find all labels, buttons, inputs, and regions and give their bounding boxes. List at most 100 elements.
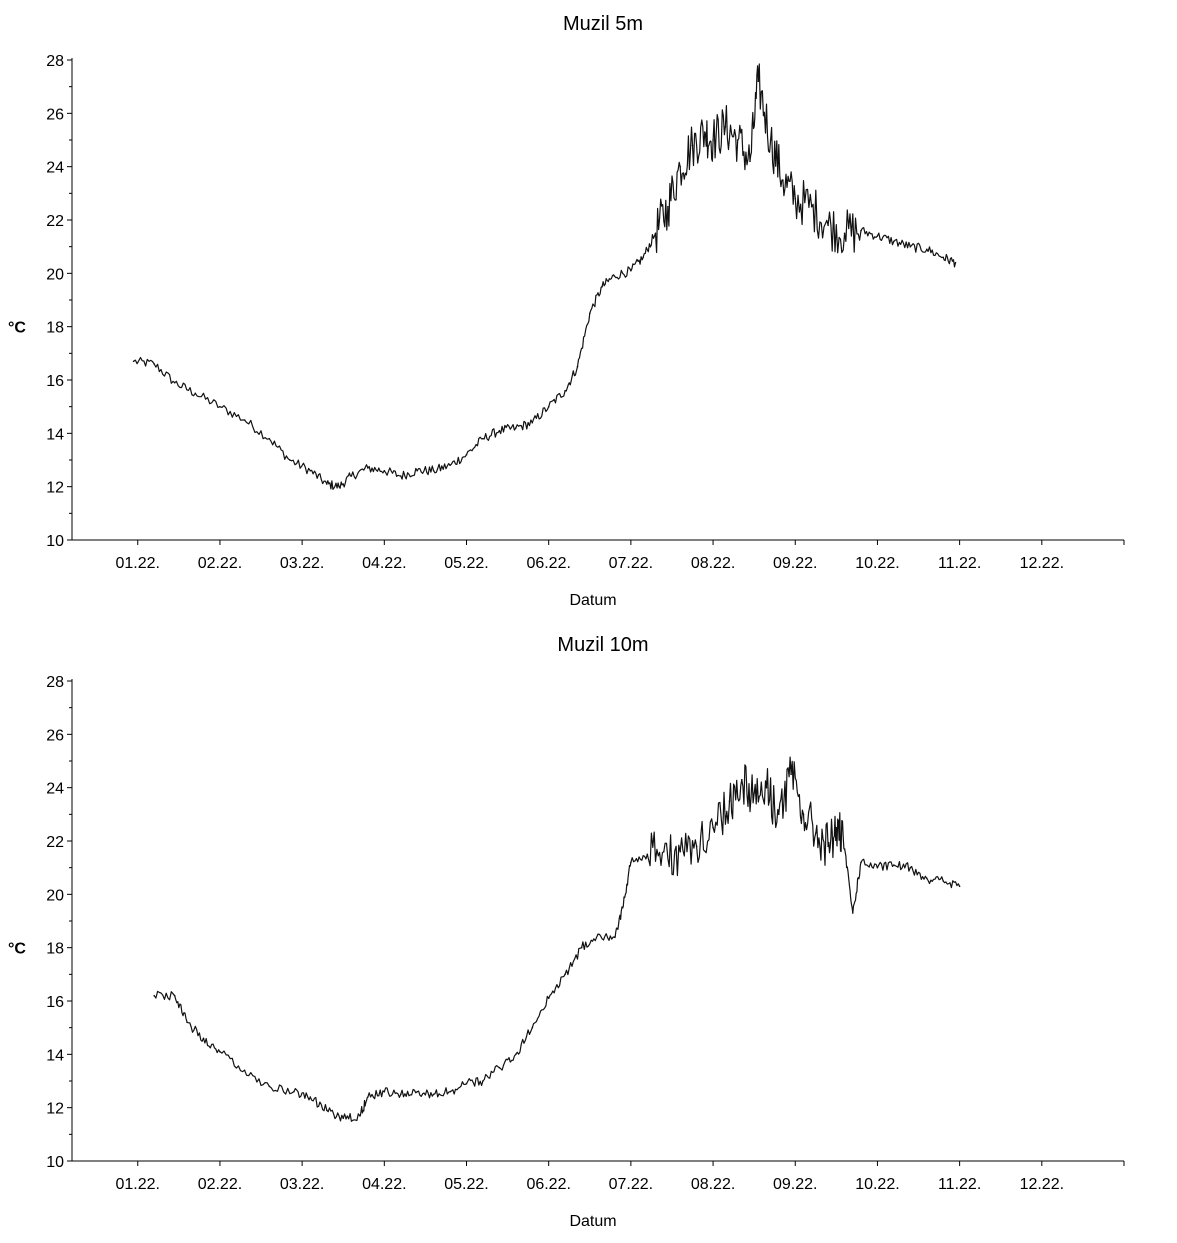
muzil-5m-data-point [194,392,197,395]
muzil-10m-x-tick-label: 10.22. [855,1176,899,1193]
muzil-10m-x-tick-label: 01.22. [116,1176,160,1193]
muzil-5m-data-point [219,405,221,408]
muzil-5m-data-point [926,248,928,251]
muzil-5m-x-tick-label: 12.22. [1020,555,1064,572]
muzil-5m-x-tick-label: 10.22. [855,555,899,572]
muzil-10m-data-point [728,800,731,802]
muzil-10m-y-tick-label: 26 [46,727,64,744]
muzil-5m-data-point [400,475,402,477]
muzil-5m-y-tick-label: 28 [46,53,64,70]
muzil-5m-data-point [564,389,566,392]
muzil-10m-data-point [835,826,838,829]
muzil-10m-data-point [293,1090,295,1093]
muzil-5m-data-point [243,419,246,421]
muzil-10m-y-tick-label: 22 [46,834,64,851]
muzil-5m-data-point [757,80,760,83]
muzil-10m-data-point [547,997,550,1000]
chart-muzil-10m: Muzil 10m 10 12 14 16 18 20 22 24 26 28 01.22. 02.22… [0,621,1177,1243]
muzil-5m-data-point [942,256,944,259]
muzil-5m-x-tick-label: 07.22. [609,555,653,572]
muzil-10m-data-point [268,1085,271,1088]
muzil-5m-data-point [909,245,912,248]
muzil-10m-x-tick-label: 11.22. [938,1176,981,1193]
muzil-10m-y-tick-label: 12 [46,1101,64,1118]
muzil-5m-data-point [589,312,591,315]
muzil-10m-y-tick-label: 24 [46,781,64,798]
muzil-5m-data-point [432,469,435,472]
muzil-10m-data-point [564,973,566,976]
muzil-5m-data-point [613,275,616,277]
muzil-10m-data-point [243,1069,246,1072]
muzil-10m-series-line [153,756,961,1122]
muzil-10m-data-point [790,773,792,776]
muzil-5m-x-tick-label: 01.22. [116,555,160,572]
muzil-10m-x-tick-label: 09.22. [773,1176,817,1193]
muzil-10m-data-point [663,850,665,853]
muzil-10m-y-tick-label: 20 [46,887,64,904]
muzil-5m-data-point [691,144,694,147]
muzil-5m-data-point [132,360,135,363]
muzil-5m-x-tick-label: 08.22. [691,555,735,572]
muzil-5m-data-point [498,429,501,432]
muzil-10m-data-point [630,861,632,864]
muzil-10m-x-tick-label: 03.22. [280,1176,324,1193]
muzil-10m-data-point [202,1037,205,1040]
muzil-10m-data-point [958,885,961,888]
muzil-10m-x-tick-label: 04.22. [362,1176,406,1193]
muzil-5m-data-point [367,467,369,469]
muzil-10m-data-point [741,778,743,781]
muzil-5m-data-point [860,229,862,232]
muzil-10m-data-point [827,845,829,848]
muzil-10m-y-tick-label: 16 [46,994,64,1011]
muzil-10m-data-point [498,1066,501,1069]
muzil-5m-data-point [724,125,727,128]
muzil-5m-data-point [893,240,895,243]
muzil-10m-x-tick-label: 05.22. [444,1176,488,1193]
muzil-5m-data-point [338,485,340,488]
muzil-5m-data-point [749,160,751,163]
muzil-10m-data-point [309,1096,312,1098]
muzil-10m-data-point [400,1093,402,1096]
muzil-10m-data-point [219,1050,221,1053]
muzil-5m-data-point [679,165,681,168]
muzil-10m-y-tick-label: 14 [46,1047,64,1064]
muzil-10m-data-point [909,866,912,869]
chart-muzil-10m-svg: Muzil 10m 10 12 14 16 18 20 22 24 26 28 01.22. 02.22… [8,634,1125,1230]
muzil-5m-data-point [654,232,657,235]
muzil-5m-x-tick-label: 04.22. [362,555,406,572]
muzil-5m-data-point [515,427,517,429]
muzil-5m-data-point [547,405,550,408]
muzil-5m-x-tick-label: 03.22. [280,555,324,572]
muzil-5m-series-line [133,63,957,490]
muzil-5m-x-tick-label: 09.22. [773,555,817,572]
muzil-10m-data-point [815,832,817,834]
muzil-5m-data-point [350,475,353,477]
muzil-10m-data-point [621,906,624,909]
muzil-5m-data-point [843,232,846,235]
muzil-5m-x-tick-label: 06.22. [526,555,570,572]
muzil-10m-data-point [416,1090,419,1093]
muzil-10m-data-point [712,826,714,829]
muzil-10m-y-axis-label: °C [8,941,26,958]
chart-muzil-5m: Muzil 5m 10 12 14 16 18 20 22 24 26 28 01.22. 02.22.… [0,0,1177,621]
muzil-10m-data-point [876,866,879,869]
muzil-10m-data-point [449,1090,451,1093]
muzil-5m-data-point [465,453,468,456]
muzil-10m-x-tick-label: 06.22. [526,1176,570,1193]
muzil-5m-data-point [309,469,312,472]
muzil-5m-data-point [876,235,879,237]
muzil-5m-data-point [810,205,813,208]
muzil-5m-y-tick-label: 22 [46,213,64,230]
muzil-5m-data-point [782,179,784,181]
muzil-5m-data-point [642,256,644,259]
muzil-10m-title: Muzil 10m [557,634,648,656]
muzil-5m-data-point [153,363,155,365]
muzil-10m-data-point [753,792,755,794]
muzil-10m-data-point [580,946,583,949]
muzil-10m-y-tick-label: 18 [46,941,64,958]
muzil-5m-data-point [268,437,271,440]
muzil-5m-y-axis-label: °C [8,320,26,337]
muzil-5m-data-point [630,269,632,272]
muzil-5m-y-tick-label: 18 [46,320,64,337]
muzil-5m-data-point [482,437,484,440]
